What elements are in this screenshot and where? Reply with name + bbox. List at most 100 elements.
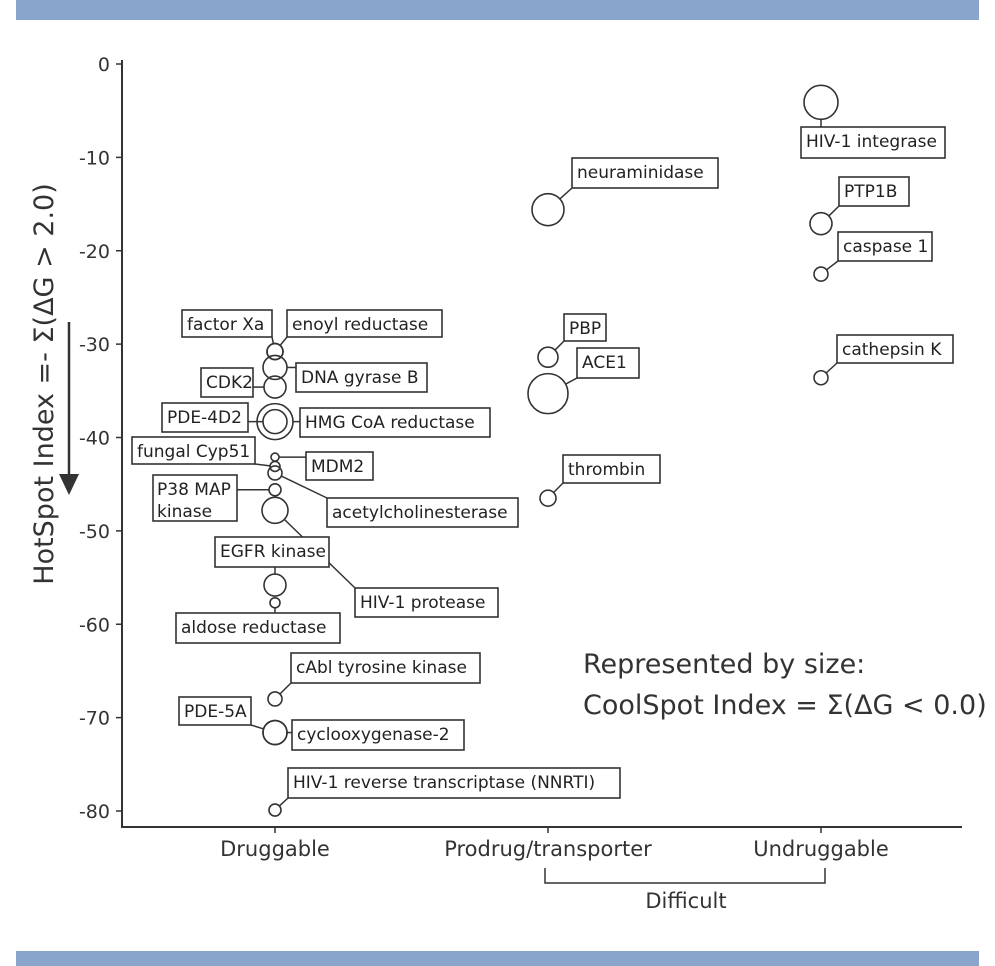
leader-line — [250, 724, 264, 730]
point-label: neuraminidase — [577, 163, 704, 183]
label-box-frame — [181, 309, 273, 338]
point-marker — [527, 372, 569, 415]
label-box-frame — [571, 157, 719, 189]
point-label-box: thrombin — [562, 454, 661, 484]
point-marker — [269, 596, 281, 609]
label-box-frame — [837, 231, 933, 262]
label-box-frame — [838, 176, 910, 207]
point-label-box: MDM2 — [305, 451, 374, 481]
y-tick-label: -40 — [79, 428, 110, 450]
label-box-frame — [178, 696, 252, 726]
y-axis-label: HotSpot Index =- Σ(ΔG > 2.0) — [29, 183, 60, 584]
point-label: PDE-5A — [184, 702, 247, 722]
point-label-box: DNA gyrase B — [295, 362, 428, 393]
point-label-box: PDE-5A — [178, 696, 252, 726]
point-marker — [267, 691, 283, 707]
label-box-frame — [200, 367, 254, 398]
y-tick-label: 0 — [98, 54, 110, 76]
axes: 0 -10 -20 -30 -40 -50 -60 -70 -80 Druggable Prodru… — [79, 54, 962, 884]
point-marker — [263, 375, 287, 399]
point-marker — [531, 192, 565, 227]
point-label: MDM2 — [311, 457, 364, 477]
label-box-frame — [214, 536, 330, 568]
point-label-box: neuraminidase — [571, 157, 719, 189]
y-tick-label: -50 — [79, 521, 110, 543]
point-label-box: PBP — [563, 313, 607, 342]
point-label: EGFR kinase — [220, 542, 326, 562]
leader-line — [254, 463, 271, 467]
label-box-frame — [131, 436, 256, 465]
label-box-frame — [152, 474, 238, 522]
label-box-frame — [562, 454, 661, 484]
point-label-box: PTP1B — [838, 176, 910, 207]
leader-line — [565, 377, 578, 385]
point-label: HMG CoA reductase — [305, 413, 475, 433]
point-label: ACE1 — [582, 353, 627, 373]
point-label: P38 MAP kinase — [157, 480, 231, 522]
y-tick-label: -60 — [79, 614, 110, 636]
y-tick-label: -10 — [79, 147, 110, 169]
leader-line — [280, 475, 328, 499]
label-box-frame — [305, 451, 374, 481]
point-markers — [256, 84, 839, 817]
point-label-box: EGFR kinase — [214, 536, 330, 568]
label-box-frame — [291, 719, 465, 751]
point-label: cyclooxygenase-2 — [297, 725, 450, 745]
point-label-box: acetylcholinesterase — [326, 497, 519, 528]
point-label-box: PDE-4D2 — [161, 402, 249, 433]
point-marker — [266, 342, 284, 361]
point-label-box: HIV-1 integrase — [800, 126, 946, 159]
point-marker — [809, 211, 833, 236]
point-label: HIV-1 reverse transcriptase (NNRTI) — [293, 773, 595, 793]
leader-line — [278, 797, 289, 807]
label-box-frame — [326, 497, 519, 528]
size-note-line-2: CoolSpot Index = Σ(ΔG < 0.0) — [583, 690, 987, 721]
label-box-frame — [563, 313, 607, 342]
bottom-decorative-band — [16, 951, 979, 966]
point-label: factor Xa — [187, 315, 264, 335]
point-label-box: cathepsin K — [836, 334, 954, 364]
leader-line — [825, 362, 838, 374]
point-label: aldose reductase — [181, 618, 326, 638]
leader-line — [554, 340, 565, 351]
point-marker — [268, 482, 282, 497]
point-label-box: fungal Cyp51 — [131, 436, 256, 465]
point-label: HIV-1 integrase — [806, 132, 937, 152]
label-box-frame — [287, 767, 621, 799]
y-axis-direction-arrow-icon — [59, 322, 79, 495]
leader-line — [553, 482, 564, 494]
point-label: cAbl tyrosine kinase — [296, 658, 467, 678]
point-marker — [539, 489, 557, 507]
label-box-frame — [800, 126, 946, 159]
point-label-box: P38 MAP kinase — [152, 474, 238, 522]
point-label-box: factor Xa — [181, 309, 273, 338]
label-box-frame — [576, 347, 640, 379]
y-tick-label: -20 — [79, 241, 110, 263]
point-marker — [262, 408, 288, 435]
x-category-label: Undruggable — [753, 837, 889, 861]
y-tick-label: -30 — [79, 334, 110, 356]
point-label: PDE-4D2 — [167, 408, 242, 428]
point-label-box: aldose reductase — [175, 612, 341, 644]
label-box-frame — [354, 587, 499, 618]
point-marker — [261, 496, 289, 525]
point-label-box: caspase 1 — [837, 231, 933, 262]
point-marker — [256, 402, 294, 441]
point-label: enoyl reductase — [292, 315, 428, 335]
size-note-line-1: Represented by size: — [583, 649, 865, 680]
label-box-frame — [286, 309, 443, 338]
point-label: PBP — [569, 319, 601, 339]
point-label: CDK2 — [206, 373, 253, 393]
x-category-label: Prodrug/transporter — [444, 837, 652, 861]
leader-line — [828, 205, 840, 217]
leader-line — [826, 260, 839, 271]
leader-line — [279, 336, 288, 346]
point-marker — [813, 369, 829, 386]
point-label-box: HMG CoA reductase — [299, 407, 491, 438]
point-label-box: cyclooxygenase-2 — [291, 719, 465, 751]
point-label-box: HIV-1 protease — [354, 587, 499, 618]
label-box-frame — [295, 362, 428, 393]
point-marker — [262, 719, 288, 746]
label-box-frame — [290, 652, 481, 684]
